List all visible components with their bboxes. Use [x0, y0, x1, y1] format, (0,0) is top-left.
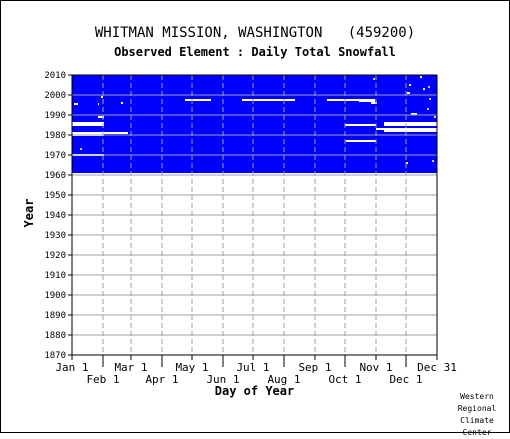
missing-segment — [407, 92, 410, 94]
missing-segment — [242, 99, 295, 101]
missing-day — [373, 78, 375, 80]
snowfall-chart: 1870 1880 1890 1900 1910 1920 1930 1940 1950 1960… — [22, 71, 457, 398]
data-coverage-block — [72, 75, 437, 173]
y-tick-label: 1890 — [44, 311, 66, 321]
x-tick-label-bottom: Aug 1 — [267, 373, 300, 386]
missing-segment — [384, 124, 437, 126]
missing-segment — [423, 88, 425, 90]
x-tick-label-bottom: Apr 1 — [145, 373, 178, 386]
x-tick-label-top: Nov 1 — [359, 361, 392, 374]
missing-segment — [72, 124, 104, 126]
chart-subtitle: Observed Element : Daily Total Snowfall — [114, 45, 396, 59]
x-tick-label-top: Jul 1 — [236, 361, 269, 374]
x-tick-label-bottom: Dec 1 — [389, 373, 422, 386]
missing-day — [80, 148, 82, 150]
credit-line-2: Regional — [457, 404, 497, 413]
y-tick-label: 1970 — [44, 151, 66, 161]
credit-line-4: Center — [462, 428, 492, 437]
x-tick-label-bottom: Jun 1 — [206, 373, 239, 386]
missing-day — [429, 98, 431, 100]
missing-segment — [406, 162, 408, 164]
x-tick-label-top: May 1 — [175, 361, 208, 374]
y-tick-label: 1960 — [44, 171, 66, 181]
x-tick-label-top: Sep 1 — [298, 361, 331, 374]
grid-layer — [72, 75, 437, 355]
missing-segment — [376, 128, 437, 130]
y-tick-label: 1950 — [44, 191, 66, 201]
missing-segment — [346, 140, 376, 142]
credit-line-1: Western — [460, 392, 494, 401]
missing-segment — [359, 100, 375, 102]
missing-segment — [121, 102, 123, 104]
axis-layer: 1870 1880 1890 1900 1910 1920 1930 1940 1950 1960… — [22, 71, 457, 398]
wrcc-credit: Western Regional Climate Center — [453, 391, 501, 439]
chart-title: WHITMAN MISSION, WASHINGTON (459200) — [94, 25, 416, 41]
missing-day — [428, 86, 430, 88]
y-tick-label: 1930 — [44, 231, 66, 241]
missing-segment — [101, 96, 103, 98]
y-tick-label: 1920 — [44, 251, 66, 261]
missing-day — [434, 116, 436, 118]
y-tick-label: 1900 — [44, 291, 66, 301]
data-layer — [72, 75, 437, 173]
x-tick-label-top: Mar 1 — [114, 361, 147, 374]
missing-segment — [384, 130, 437, 132]
missing-segment — [98, 103, 99, 105]
x-tick-label-top: Dec 31 — [417, 361, 457, 374]
y-tick-label: 1940 — [44, 211, 66, 221]
missing-segment — [411, 113, 417, 115]
y-tick-label: 1880 — [44, 331, 66, 341]
missing-segment — [72, 122, 104, 124]
x-tick-label-bottom: Feb 1 — [86, 373, 119, 386]
x-tick-label-bottom: Oct 1 — [328, 373, 361, 386]
x-axis-label: Day of Year — [215, 384, 294, 398]
y-tick-label: 1990 — [44, 111, 66, 121]
y-tick-label: 2000 — [44, 91, 66, 101]
missing-segment — [74, 103, 78, 105]
y-tick-label: 1910 — [44, 271, 66, 281]
missing-segment — [371, 102, 377, 104]
missing-segment — [327, 99, 375, 101]
missing-segment — [185, 99, 211, 101]
missing-segment — [72, 132, 128, 134]
x-tick-label-top: Jan 1 — [55, 361, 88, 374]
missing-segment — [98, 116, 104, 118]
missing-segment — [409, 84, 411, 86]
y-tick-label: 1870 — [44, 351, 66, 361]
missing-day — [427, 108, 429, 110]
y-tick-label: 1980 — [44, 131, 66, 141]
missing-day — [432, 160, 434, 162]
credit-line-3: Climate — [460, 416, 494, 425]
y-axis-label: Year — [22, 199, 36, 228]
missing-segment — [420, 76, 422, 78]
missing-segment — [384, 122, 437, 124]
missing-segment — [345, 124, 376, 126]
y-tick-label: 2010 — [44, 71, 66, 81]
